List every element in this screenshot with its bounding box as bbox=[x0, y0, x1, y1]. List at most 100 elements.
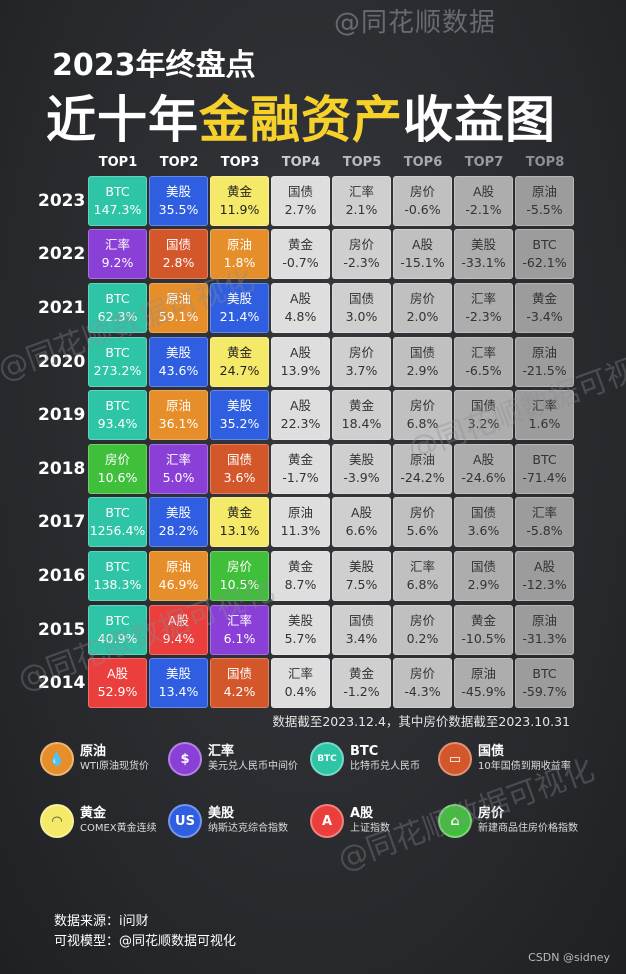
return-value: 273.2% bbox=[93, 362, 142, 378]
table-cell: 汇率 9.2% bbox=[88, 229, 147, 280]
return-value: 6.1% bbox=[223, 630, 256, 646]
table-cell: 房价 10.6% bbox=[88, 443, 147, 494]
return-value: 2.9% bbox=[467, 576, 500, 592]
return-value: 2.0% bbox=[406, 308, 439, 324]
table-cell: 黄金 8.7% bbox=[271, 550, 330, 601]
title-part-a: 近十年 bbox=[46, 91, 199, 149]
asset-name: 原油 bbox=[165, 558, 191, 574]
return-value: 10.5% bbox=[219, 576, 260, 592]
asset-name: A股 bbox=[289, 290, 312, 306]
table-cell: 汇率 6.1% bbox=[210, 604, 269, 655]
return-value: 13.9% bbox=[280, 362, 321, 378]
legend-desc: 纳斯达克综合指数 bbox=[208, 823, 288, 834]
table-cell: 汇率 0.4% bbox=[271, 658, 330, 709]
return-value: 35.2% bbox=[219, 416, 260, 432]
table-cell: 汇率 -5.8% bbox=[515, 497, 574, 548]
asset-name: BTC bbox=[105, 290, 130, 306]
asset-name: 原油 bbox=[165, 398, 191, 414]
table-row-2019: 2019 BTC 93.4% 原油 36.1% 美股 35.2% A股 22.3% 黄金 18.4%… bbox=[38, 388, 578, 442]
table-cell: 国债 2.9% bbox=[393, 336, 452, 387]
table-row-2014: 2014 A股 52.9% 美股 13.4% 国债 4.2% 汇率 0.4% 黄金 -1.2% 房价 -… bbox=[38, 656, 578, 710]
asset-name: BTC bbox=[105, 612, 130, 628]
asset-name: BTC bbox=[105, 183, 130, 199]
return-value: 2.8% bbox=[162, 255, 195, 271]
return-value: 6.6% bbox=[345, 523, 378, 539]
table-cell: 汇率 2.1% bbox=[332, 175, 391, 226]
asset-name: 国债 bbox=[287, 183, 313, 199]
legend-desc: 10年国债到期收益率 bbox=[478, 761, 571, 772]
return-value: 2.9% bbox=[406, 362, 439, 378]
table-cell: 房价 6.8% bbox=[393, 390, 452, 441]
return-value: -3.4% bbox=[526, 308, 563, 324]
asset-name: 黄金 bbox=[348, 666, 374, 682]
table-cell: 美股 7.5% bbox=[332, 550, 391, 601]
column-header-top3: TOP3 bbox=[220, 154, 260, 170]
table-cell: 原油 46.9% bbox=[149, 550, 208, 601]
asset-name: 美股 bbox=[287, 612, 313, 628]
table-cell: BTC -62.1% bbox=[515, 229, 574, 280]
return-value: 22.3% bbox=[280, 416, 321, 432]
table-cell: 黄金 -10.5% bbox=[454, 604, 513, 655]
return-value: -1.2% bbox=[343, 684, 380, 700]
year-label: 2021 bbox=[38, 297, 86, 318]
table-cell: 国债 2.9% bbox=[454, 550, 513, 601]
return-value: 35.5% bbox=[158, 201, 199, 217]
legend-name: 原油 bbox=[80, 744, 107, 759]
return-value: 40.9% bbox=[97, 630, 138, 646]
asset-name: 美股 bbox=[226, 290, 252, 306]
asset-name: 原油 bbox=[531, 183, 557, 199]
asset-name: A股 bbox=[472, 451, 495, 467]
table-cell: 美股 43.6% bbox=[149, 336, 208, 387]
asset-name: BTC bbox=[105, 558, 130, 574]
return-value: 18.4% bbox=[341, 416, 382, 432]
house-icon: ⌂ bbox=[438, 804, 472, 838]
return-value: 1.8% bbox=[223, 255, 256, 271]
return-value: 13.4% bbox=[158, 684, 199, 700]
legend-text: A股 上证指数 bbox=[350, 806, 390, 836]
return-value: -0.6% bbox=[404, 201, 441, 217]
legend-item: 💧 原油 WTI原油现货价 bbox=[40, 742, 149, 776]
legend-item: $ 汇率 美元兑人民币中间价 bbox=[168, 742, 298, 776]
return-value: 2.7% bbox=[284, 201, 317, 217]
asset-name: BTC bbox=[105, 505, 130, 521]
year-label: 2014 bbox=[38, 673, 86, 694]
btc-coin-icon: BTC bbox=[310, 742, 344, 776]
table-row-2015: 2015 BTC 40.9% A股 9.4% 汇率 6.1% 美股 5.7% 国债 3.4% 房价 0.… bbox=[38, 603, 578, 657]
return-value: 21.4% bbox=[219, 308, 260, 324]
return-value: 13.1% bbox=[219, 523, 260, 539]
asset-name: A股 bbox=[106, 666, 129, 682]
asset-name: A股 bbox=[411, 237, 434, 253]
return-value: 8.7% bbox=[284, 576, 317, 592]
return-value: 24.7% bbox=[219, 362, 260, 378]
return-value: -31.3% bbox=[522, 630, 567, 646]
legend-desc: 上证指数 bbox=[350, 823, 390, 834]
asset-name: BTC bbox=[105, 398, 130, 414]
table-cell: BTC 147.3% bbox=[88, 175, 147, 226]
return-value: -6.5% bbox=[465, 362, 502, 378]
year-label: 2015 bbox=[38, 619, 86, 640]
return-value: 6.8% bbox=[406, 416, 439, 432]
asset-name: 黄金 bbox=[287, 237, 313, 253]
table-cell: BTC 93.4% bbox=[88, 390, 147, 441]
legend-text: 美股 纳斯达克综合指数 bbox=[208, 806, 288, 836]
asset-name: 汇率 bbox=[104, 237, 130, 253]
legend-item: A A股 上证指数 bbox=[310, 804, 390, 838]
year-label: 2019 bbox=[38, 405, 86, 426]
return-value: 1256.4% bbox=[89, 523, 146, 539]
return-value: -10.5% bbox=[461, 630, 506, 646]
table-cell: A股 13.9% bbox=[271, 336, 330, 387]
asset-name: 美股 bbox=[165, 666, 191, 682]
asset-name: 美股 bbox=[165, 344, 191, 360]
asset-name: 汇率 bbox=[409, 558, 435, 574]
asset-name: 汇率 bbox=[287, 666, 313, 682]
table-cell: 汇率 1.6% bbox=[515, 390, 574, 441]
return-value: 4.8% bbox=[284, 308, 317, 324]
table-cell: 原油 59.1% bbox=[149, 282, 208, 333]
table-row-2016: 2016 BTC 138.3% 原油 46.9% 房价 10.5% 黄金 8.7% 美股 7.5% 汇… bbox=[38, 549, 578, 603]
table-cell: 黄金 -3.4% bbox=[515, 282, 574, 333]
gold-ingot-icon: ◠ bbox=[40, 804, 74, 838]
table-cell: 原油 1.8% bbox=[210, 229, 269, 280]
return-value: 36.1% bbox=[158, 416, 199, 432]
title-line-1: 2023年终盘点 bbox=[52, 48, 256, 83]
legend-desc: WTI原油现货价 bbox=[80, 761, 149, 772]
